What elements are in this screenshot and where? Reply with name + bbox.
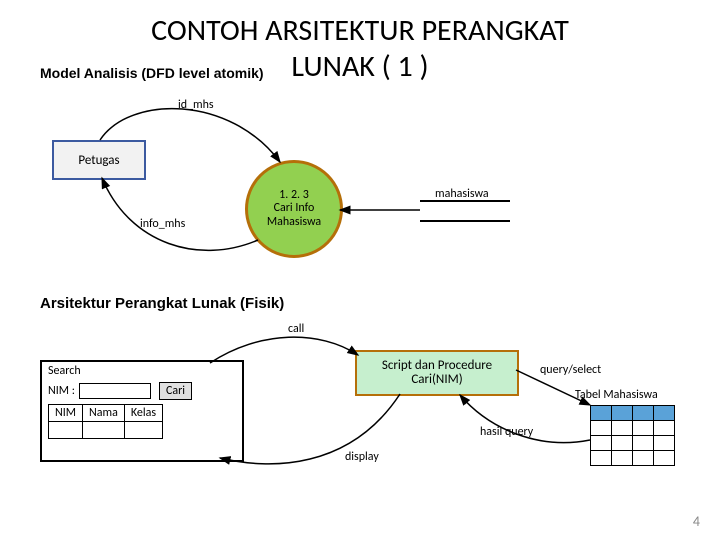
process-line2: Cari Info: [274, 202, 315, 215]
script-line1: Script dan Procedure: [382, 359, 492, 373]
process-cari-info: 1. 2. 3 Cari Info Mahasiswa: [245, 160, 343, 258]
flow-info-mhs: info_mhs: [140, 217, 185, 231]
ui-col-nama: Nama: [83, 405, 125, 422]
ui-window-title: Search: [42, 362, 242, 380]
flow-hasil-query: hasil query: [480, 425, 533, 439]
datastore-mahasiswa: [420, 200, 510, 222]
section-model-analisis: Model Analisis (DFD level atomik): [40, 65, 264, 81]
flow-id-mhs: id_mhs: [178, 98, 214, 112]
process-line3: Mahasiswa: [267, 216, 321, 229]
flow-query: query/select: [540, 363, 601, 377]
page-number: 4: [693, 513, 700, 530]
ui-cell: [124, 422, 162, 439]
flow-mahasiswa: mahasiswa: [435, 187, 489, 201]
entity-petugas: Petugas: [52, 140, 146, 180]
ui-col-kelas: Kelas: [124, 405, 162, 422]
slide-title-line1: CONTOH ARSITEKTUR PERANGKAT: [0, 12, 720, 49]
ui-search-window: Search NIM : Cari NIM Nama Kelas: [40, 360, 244, 462]
ui-cell: [83, 422, 125, 439]
flow-display: display: [345, 450, 379, 464]
script-line2: Cari(NIM): [382, 373, 492, 387]
ui-cari-button[interactable]: Cari: [159, 382, 192, 400]
ui-result-table: NIM Nama Kelas: [48, 404, 163, 439]
label-tabel-mahasiswa: Tabel Mahasiswa: [575, 388, 658, 402]
ui-col-nim: NIM: [49, 405, 83, 422]
script-procedure-box: Script dan Procedure Cari(NIM): [355, 350, 519, 396]
ui-cell: [49, 422, 83, 439]
section-arsitektur-fisik: Arsitektur Perangkat Lunak (Fisik): [40, 295, 284, 312]
flow-call: call: [288, 322, 304, 336]
ui-nim-label: NIM :: [48, 384, 75, 398]
ui-nim-input[interactable]: [79, 383, 151, 399]
db-table-mahasiswa: [590, 405, 675, 466]
